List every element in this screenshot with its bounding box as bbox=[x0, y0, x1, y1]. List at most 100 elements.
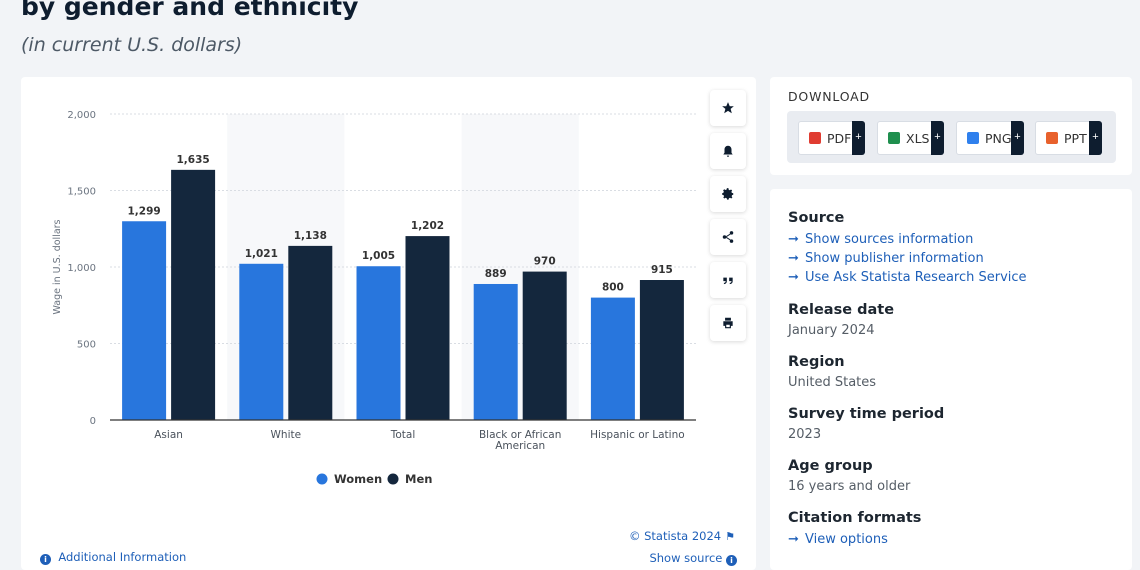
region-heading: Region bbox=[788, 354, 845, 370]
xls-file-icon bbox=[888, 132, 900, 144]
ppt-file-icon bbox=[1046, 132, 1058, 144]
bar-women bbox=[122, 221, 167, 420]
bar-men bbox=[405, 236, 450, 420]
show-publisher-link[interactable]: ➞ Show publisher information bbox=[788, 251, 1027, 266]
y-axis-label: Wage in U.S. dollars bbox=[52, 219, 63, 314]
bar-men bbox=[288, 245, 333, 420]
flag-icon: ⚑ bbox=[725, 530, 735, 543]
additional-info-link[interactable]: i Additional Information bbox=[40, 550, 186, 565]
star-icon[interactable] bbox=[710, 90, 746, 126]
age-group-heading: Age group bbox=[788, 458, 873, 474]
x-tick-label: Hispanic or Latino bbox=[590, 429, 685, 441]
ask-statista-link[interactable]: ➞ Use Ask Statista Research Service bbox=[788, 270, 1027, 285]
plus-icon[interactable]: + bbox=[931, 121, 944, 155]
additional-info-text: Additional Information bbox=[58, 550, 187, 564]
print-icon[interactable] bbox=[710, 305, 746, 341]
data-label: 1,202 bbox=[411, 220, 444, 232]
credit-text: © Statista 2024 bbox=[628, 529, 722, 543]
info-icon: i bbox=[726, 555, 737, 566]
data-label: 800 bbox=[602, 282, 624, 294]
data-label: 915 bbox=[651, 264, 673, 276]
download-ppt-button[interactable]: PPT + bbox=[1035, 121, 1102, 155]
x-tick-label: Total bbox=[390, 429, 416, 441]
y-tick-label: 2,000 bbox=[67, 110, 96, 121]
page-title: by gender and ethnicity bbox=[21, 0, 359, 21]
bar-women bbox=[473, 283, 518, 420]
download-tray: PDF + XLS + PNG + PPT + bbox=[787, 111, 1116, 163]
statista-credit[interactable]: © Statista 2024 ⚑ bbox=[629, 529, 735, 543]
data-label: 1,635 bbox=[176, 154, 209, 166]
link-text: Show sources information bbox=[805, 232, 974, 247]
data-label: 970 bbox=[534, 256, 556, 268]
survey-period-section: Survey time period 2023 bbox=[788, 406, 944, 442]
data-label: 1,021 bbox=[245, 248, 278, 260]
png-file-icon bbox=[967, 132, 979, 144]
bar-chart: 0 500 1,000 1,500 2,000 Wage in U.S. dollars 1… bbox=[52, 110, 696, 486]
legend-marker bbox=[387, 473, 399, 485]
download-label: PNG bbox=[985, 130, 1012, 146]
region-value: United States bbox=[788, 375, 877, 390]
arrow-right-icon: ➞ bbox=[788, 532, 799, 547]
survey-period-value: 2023 bbox=[788, 427, 822, 442]
chart-toolbar bbox=[710, 90, 746, 348]
legend-label: Women bbox=[334, 472, 382, 486]
legend-label: Men bbox=[405, 472, 432, 486]
download-pdf-button[interactable]: PDF + bbox=[798, 121, 865, 155]
data-label: 1,299 bbox=[127, 205, 160, 217]
gear-icon[interactable] bbox=[710, 176, 746, 212]
release-date-value: January 2024 bbox=[788, 323, 875, 338]
y-tick-label: 1,500 bbox=[67, 187, 96, 198]
statistic-details-card: Source ➞ Show sources information ➞ Show p… bbox=[770, 189, 1132, 570]
y-tick-label: 1,000 bbox=[67, 263, 96, 274]
release-date-heading: Release date bbox=[788, 302, 895, 318]
x-tick-label: Asian bbox=[154, 429, 183, 441]
data-label: 1,138 bbox=[294, 230, 327, 242]
survey-period-heading: Survey time period bbox=[788, 406, 945, 422]
download-label: PPT bbox=[1064, 130, 1087, 146]
plus-icon[interactable]: + bbox=[1011, 121, 1024, 155]
link-text: Show publisher information bbox=[805, 251, 984, 266]
info-icon: i bbox=[40, 554, 51, 565]
download-label: PDF bbox=[827, 130, 852, 146]
arrow-right-icon: ➞ bbox=[788, 270, 799, 285]
pdf-file-icon bbox=[809, 132, 821, 144]
download-label: XLS bbox=[906, 130, 930, 146]
show-source-link[interactable]: Show source i bbox=[649, 551, 737, 566]
plus-icon[interactable]: + bbox=[1089, 121, 1102, 155]
data-label: 1,005 bbox=[362, 250, 395, 262]
show-source-text: Show source bbox=[649, 551, 723, 565]
download-png-button[interactable]: PNG + bbox=[956, 121, 1024, 155]
data-label: 889 bbox=[485, 268, 507, 280]
citation-heading: Citation formats bbox=[788, 510, 922, 526]
chart-card: 0 500 1,000 1,500 2,000 Wage in U.S. dollars 1… bbox=[21, 77, 756, 570]
bar-men bbox=[522, 271, 567, 420]
bar-women bbox=[239, 263, 284, 420]
quote-icon[interactable] bbox=[710, 262, 746, 298]
x-tick-label: White bbox=[271, 429, 302, 441]
view-options-link[interactable]: ➞ View options bbox=[788, 532, 921, 547]
source-section: Source ➞ Show sources information ➞ Show p… bbox=[788, 210, 1027, 285]
citation-section: Citation formats ➞ View options bbox=[788, 510, 921, 547]
x-tick-label: Black or African bbox=[479, 429, 561, 441]
show-sources-link[interactable]: ➞ Show sources information bbox=[788, 232, 1027, 247]
arrow-right-icon: ➞ bbox=[788, 232, 799, 247]
bell-icon[interactable] bbox=[710, 133, 746, 169]
page-subtitle: (in current U.S. dollars) bbox=[21, 34, 243, 56]
bar-women bbox=[590, 297, 635, 420]
download-card: DOWNLOAD PDF + XLS + PNG + PPT + bbox=[770, 77, 1132, 175]
bar-men bbox=[171, 169, 216, 420]
download-xls-button[interactable]: XLS + bbox=[877, 121, 944, 155]
y-tick-label: 0 bbox=[90, 416, 96, 427]
bar-women bbox=[356, 266, 401, 420]
age-group-value: 16 years and older bbox=[788, 479, 911, 494]
region-section: Region United States bbox=[788, 354, 876, 390]
bar-men bbox=[639, 280, 684, 420]
share-icon[interactable] bbox=[710, 219, 746, 255]
x-tick-label: American bbox=[495, 440, 545, 452]
download-title: DOWNLOAD bbox=[788, 89, 870, 104]
plus-icon[interactable]: + bbox=[852, 121, 865, 155]
age-group-section: Age group 16 years and older bbox=[788, 458, 910, 494]
release-date-section: Release date January 2024 bbox=[788, 302, 894, 338]
source-heading: Source bbox=[788, 210, 845, 226]
arrow-right-icon: ➞ bbox=[788, 251, 799, 266]
